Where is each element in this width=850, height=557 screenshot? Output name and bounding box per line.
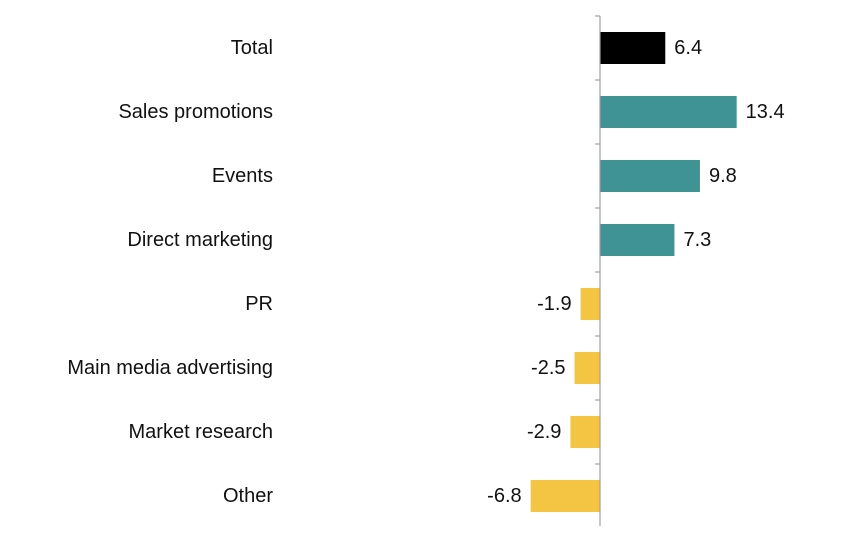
category-label-pr: PR bbox=[245, 293, 273, 315]
value-label-main-media-advertising: -2.5 bbox=[531, 357, 565, 379]
category-label-market-research: Market research bbox=[129, 421, 274, 443]
value-label-other: -6.8 bbox=[487, 485, 521, 507]
value-label-events: 9.8 bbox=[709, 165, 737, 187]
bar-direct-marketing bbox=[600, 224, 675, 256]
value-label-market-research: -2.9 bbox=[527, 421, 561, 443]
bar-market-research bbox=[570, 416, 600, 448]
category-label-other: Other bbox=[223, 485, 273, 507]
bar-total bbox=[600, 32, 666, 64]
value-label-sales-promotions: 13.4 bbox=[746, 101, 785, 123]
bar-events bbox=[600, 160, 700, 192]
zero-axis bbox=[595, 15, 601, 526]
value-labels: 6.4 13.4 9.8 7.3 -1.9 -2.5 -2.9 -6.8 bbox=[487, 37, 784, 507]
category-label-sales-promotions: Sales promotions bbox=[118, 101, 273, 123]
category-labels: Total Sales promotions Events Direct market… bbox=[67, 37, 273, 507]
category-label-events: Events bbox=[212, 165, 273, 187]
value-label-pr: -1.9 bbox=[537, 293, 571, 315]
category-label-direct-marketing: Direct marketing bbox=[127, 229, 273, 251]
category-label-main-media-advertising: Main media advertising bbox=[67, 357, 273, 379]
bar-sales-promotions bbox=[600, 96, 737, 128]
bar-pr bbox=[580, 288, 600, 320]
bars-group bbox=[530, 32, 737, 512]
value-label-total: 6.4 bbox=[674, 37, 702, 59]
value-label-direct-marketing: 7.3 bbox=[683, 229, 711, 251]
category-label-total: Total bbox=[231, 37, 273, 59]
bar-main-media-advertising bbox=[574, 352, 600, 384]
bar-other bbox=[530, 480, 600, 512]
